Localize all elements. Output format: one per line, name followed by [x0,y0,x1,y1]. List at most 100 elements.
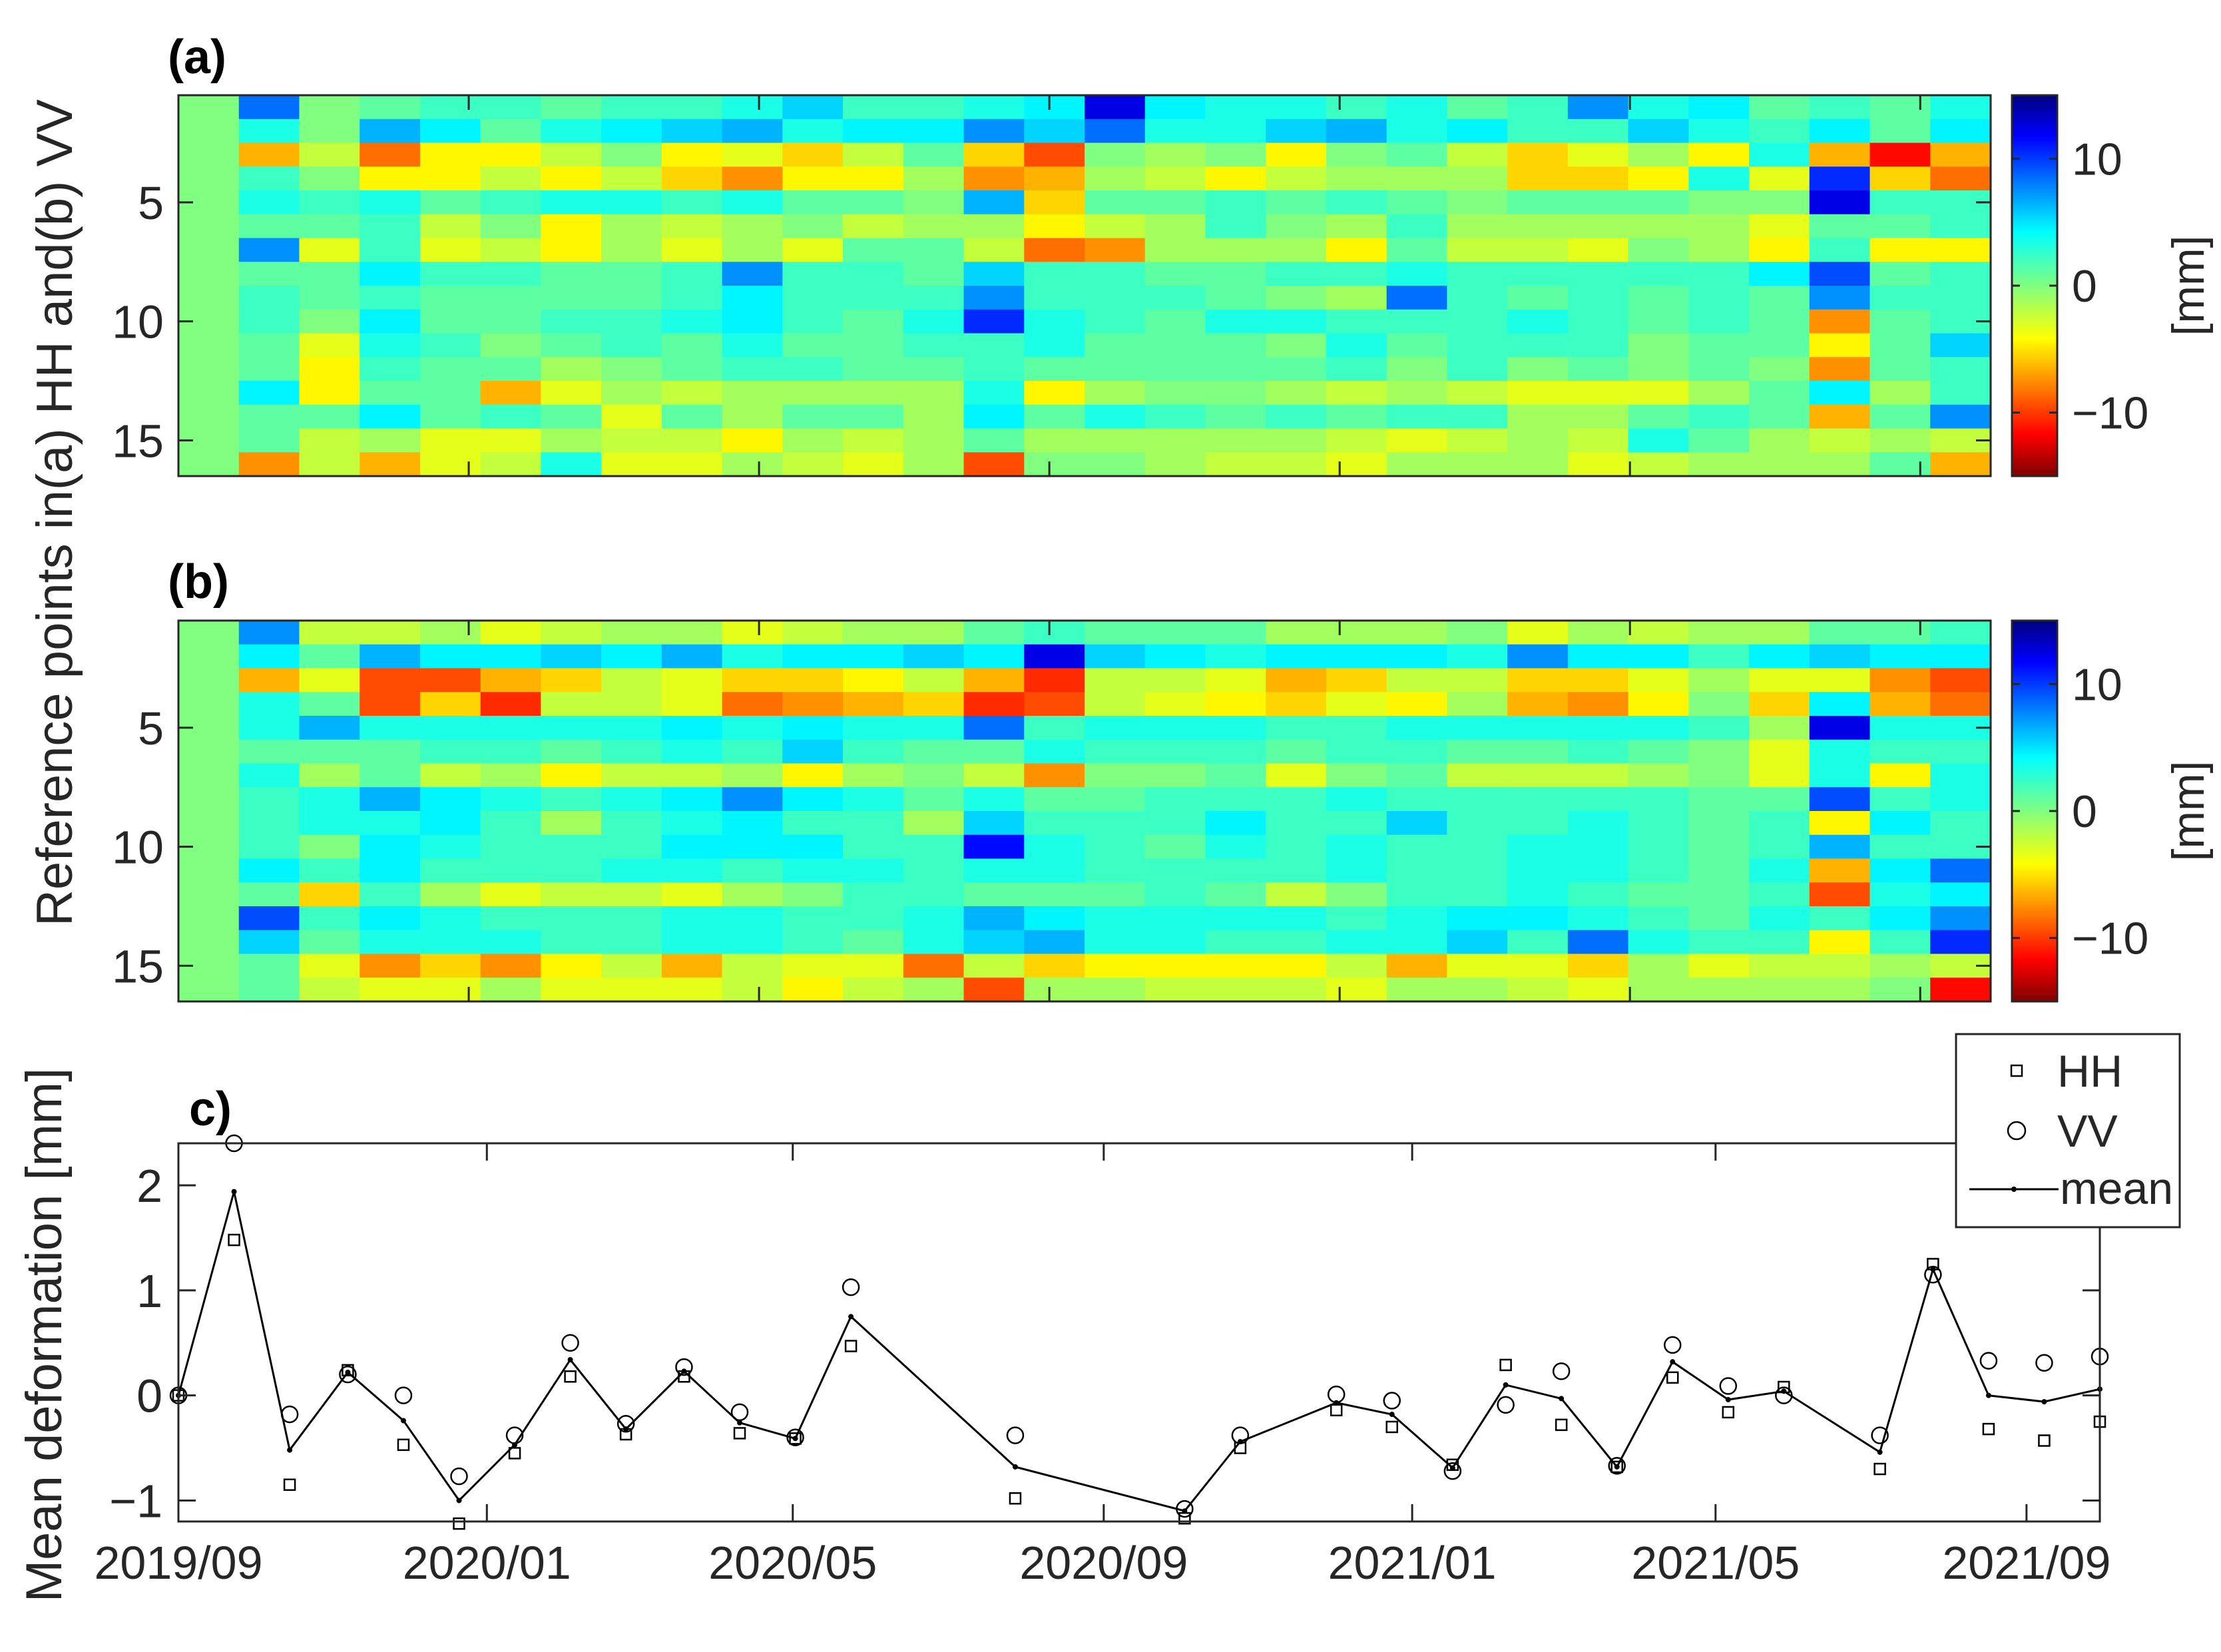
heatmap-cell [1507,262,1569,286]
heatmap-cell [1447,739,1508,764]
heatmap-cell [1507,428,1569,453]
heatmap-cell [1326,452,1387,477]
heatmap-cell [1567,834,1629,860]
heatmap-cell [1266,238,1327,262]
heatmap-cell [1386,333,1447,358]
heatmap-cell [1809,811,1871,836]
legend-hh-marker [2010,1064,2023,1077]
heatmap-cell [1688,692,1750,716]
heatmap-cell [1024,357,1085,382]
heatmap-cell [1386,668,1447,692]
heatmap-cell [1688,763,1750,788]
heatmap-cell [419,452,481,477]
heatmap-cell [299,668,360,692]
heatmap-cell [1386,142,1447,167]
heatmap-cell [843,166,904,191]
mean-point [231,1189,237,1195]
heatmap-cell [238,834,300,860]
heatmap-cell [722,214,783,239]
heatmap-cell [843,190,904,215]
heatmap-cell [1085,381,1146,406]
heatmap-cell [1085,977,1146,1002]
panel-c-title: c) [189,1083,232,1136]
hh-point [453,1517,465,1530]
heatmap-cell [1447,644,1508,669]
heatmap-cell [1507,95,1569,120]
hh-point [283,1478,296,1492]
heatmap-cell [1749,309,1810,334]
heatmap-cell [1144,954,1206,978]
heatmap-cell [1809,954,1871,978]
heatmap-cell [661,238,723,262]
heatmap-cell [661,214,723,239]
heatmap-cell [722,238,783,262]
heatmap-a-yaxis: 5 10 15 [112,177,1991,467]
mean-point [848,1314,854,1320]
heatmap-cell [178,404,240,429]
heatmap-cell [1809,621,1871,645]
heatmap-cell [299,95,360,120]
heatmap-cell [722,644,783,669]
vv-point [1383,1392,1401,1410]
heatmap-cell [1447,930,1508,955]
heatmap-b-frame [177,619,1992,1003]
vv-point [786,1428,804,1447]
heatmap-cell [1628,309,1689,334]
heatmap-cell [1628,142,1689,167]
heatmap-cell [541,882,602,907]
heatmap-cell [1386,452,1447,477]
vv-point [2035,1354,2053,1372]
heatmap-cell [419,692,481,716]
heatmap-cell [1869,811,1931,836]
heatmap-cell [419,381,481,406]
heatmap-cell [1447,333,1508,358]
heatmap-cell [1326,166,1387,191]
heatmap-cell [1749,214,1810,239]
heatmap-cell [360,428,421,453]
heatmap-cell [1085,811,1146,836]
mean-point [1449,1465,1455,1471]
heatmap-cell [843,404,904,429]
colorbar-a-label: [mm] [2163,235,2214,336]
heatmap-cell [1144,381,1206,406]
heatmap-cell [1688,238,1750,262]
heatmap-cell [1749,954,1810,978]
heatmap-cell [1447,309,1508,334]
heatmap-cell [178,381,240,406]
legend-vv-marker [2007,1121,2027,1141]
heatmap-cell [601,381,662,406]
heatmap-cell [1567,787,1629,812]
heatmap-cell [1930,238,1991,262]
heatmap-cell [722,262,783,286]
heatmap-cell [1386,787,1447,812]
heatmap-cell [661,309,723,334]
heatmap-cell [722,834,783,860]
heatmap-cell [541,309,602,334]
heatmap-cell [722,404,783,429]
heatmap-cell [480,262,541,286]
heatmap-cell [1326,119,1387,144]
heatmap-cell [661,811,723,836]
heatmap-cell [903,930,965,955]
heatmap-cell [1749,428,1810,453]
hh-point [1555,1418,1568,1432]
heatmap-cell [601,404,662,429]
heatmap-cell [1266,286,1327,310]
heatmap-cell [722,621,783,645]
heatmap-cell [1628,787,1689,812]
heatmap-cell [299,739,360,764]
heatmap-cell [360,286,421,310]
heatmap-cell [903,858,965,883]
heatmap-cell [1266,309,1327,334]
heatmap-cell [1386,95,1447,120]
heatmap-cell [1869,954,1931,978]
heatmap-cell [1085,787,1146,812]
heatmap-cell [1386,930,1447,955]
heatmap-cell [1447,763,1508,788]
heatmap-cell [782,644,844,669]
heatmap-cell [1144,309,1206,334]
heatmap-cell [178,882,240,907]
heatmap-cell [299,787,360,812]
heatmap-cell [601,692,662,716]
hh-point [1330,1404,1343,1417]
